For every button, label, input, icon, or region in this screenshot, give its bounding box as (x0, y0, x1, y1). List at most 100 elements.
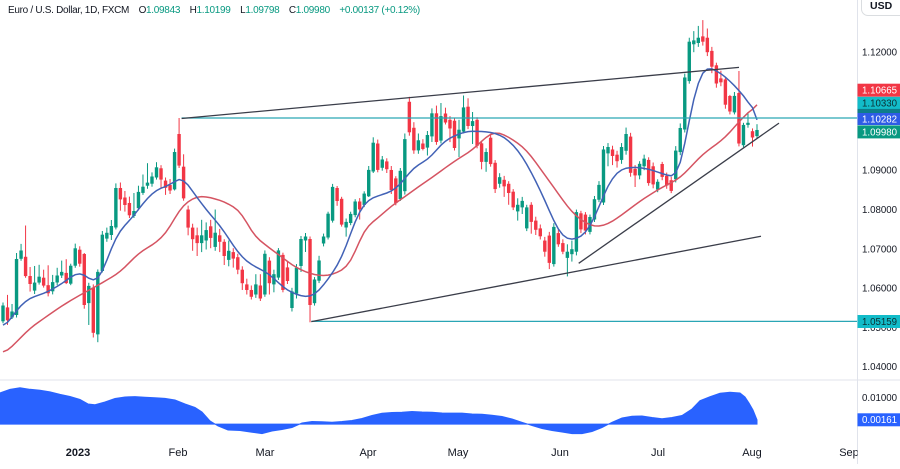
candle-body (385, 161, 388, 169)
candle-body (683, 77, 686, 129)
candle-body (245, 284, 248, 290)
candle-body (421, 144, 424, 149)
candle-wicks (3, 20, 757, 342)
candle-body (439, 116, 442, 141)
symbol-title[interactable]: Euro / U.S. Dollar, 1D, FXCM (8, 5, 129, 16)
candle-body (78, 250, 81, 264)
candle-body (159, 168, 162, 179)
candle-body (128, 203, 131, 215)
candle-body (484, 152, 487, 162)
price-tick-label: 1.12000 (862, 48, 898, 59)
high-label: H (190, 5, 197, 16)
close-label: C (289, 5, 296, 16)
candle-body (349, 214, 352, 223)
candle-body (227, 251, 230, 260)
symbol-ohlc-header: Euro / U.S. Dollar, 1D, FXCM O1.09843 H1… (8, 5, 420, 16)
candle-body (223, 242, 226, 256)
candle-body (146, 183, 149, 186)
candle-body (313, 280, 316, 304)
indicator-area (0, 388, 757, 434)
candle-body (579, 213, 582, 229)
time-tick-label: Apr (359, 447, 376, 459)
time-tick-label: Jul (651, 447, 665, 459)
candle-body (620, 147, 623, 160)
candle-body (679, 128, 682, 152)
candle-body (241, 270, 244, 284)
candle-body (60, 272, 63, 276)
candle-body (412, 128, 415, 151)
candle-bodies (1, 36, 758, 334)
price-badge-label: 1.10282 (862, 114, 897, 125)
candle-body (552, 227, 555, 264)
candle-body (24, 257, 27, 276)
candle-body (742, 125, 745, 145)
candle-body (200, 235, 203, 243)
candle-body (534, 221, 537, 230)
time-tick-label: Mar (256, 447, 275, 459)
candle-body (719, 78, 722, 82)
candle-body (543, 241, 546, 252)
candle-body (697, 38, 700, 43)
candle-body (471, 121, 474, 126)
candle-body (561, 243, 564, 252)
candle-body (87, 286, 90, 303)
candle-body (715, 65, 718, 83)
candle-body (597, 185, 600, 200)
high-value: 1.10199 (197, 5, 231, 16)
candle-body (331, 187, 334, 221)
currency-toggle-label: USD (870, 0, 892, 12)
candle-body (624, 134, 627, 151)
currency-toggle-button[interactable]: USD (861, 0, 900, 16)
candle-body (530, 205, 533, 222)
candle-body (33, 283, 36, 291)
time-tick-label: Feb (169, 447, 188, 459)
indicator-tick-label: 0.01000 (862, 393, 898, 404)
candle-body (448, 120, 451, 129)
candle-body (340, 199, 343, 225)
candle-body (15, 259, 18, 315)
time-tick-label: Aug (742, 447, 762, 459)
candle-body (390, 170, 393, 190)
candle-body (489, 138, 492, 164)
candle-body (430, 113, 433, 136)
candle-body (755, 130, 758, 136)
candle-body (114, 188, 117, 227)
candle-body (254, 284, 257, 294)
candle-body (186, 210, 189, 228)
candle-body (516, 205, 519, 212)
candle-body (426, 135, 429, 148)
candle-body (326, 214, 329, 238)
price-tick-label: 1.09000 (862, 166, 898, 177)
candle-body (101, 235, 104, 271)
candle-body (286, 267, 289, 281)
candle-body (268, 261, 271, 284)
candle-body (408, 102, 411, 133)
candle-body (511, 192, 514, 208)
candle-body (119, 188, 122, 199)
candle-body (105, 233, 108, 239)
candle-body (493, 163, 496, 189)
candle-body (6, 307, 9, 320)
candle-body (141, 187, 144, 193)
candle-body (299, 239, 302, 266)
candle-body (525, 207, 528, 228)
time-tick-label: Jun (551, 447, 569, 459)
trend-line[interactable] (311, 236, 761, 321)
candle-body (214, 233, 217, 247)
trend-line[interactable] (182, 67, 739, 118)
candle-body (137, 192, 140, 208)
price-badge-label: 1.05159 (862, 317, 897, 328)
candle-body (710, 51, 713, 67)
candle-body (74, 248, 77, 265)
price-tick-label: 1.08000 (862, 205, 898, 216)
time-tick-label: 2023 (66, 447, 90, 459)
candle-body (150, 177, 153, 184)
price-badge-label: 1.09980 (862, 127, 898, 138)
candle-body (232, 252, 235, 258)
candle-body (566, 252, 569, 258)
candle-body (548, 236, 551, 263)
price-tick-label: 1.04000 (862, 362, 898, 373)
price-badge-label: 0.00161 (862, 415, 897, 426)
